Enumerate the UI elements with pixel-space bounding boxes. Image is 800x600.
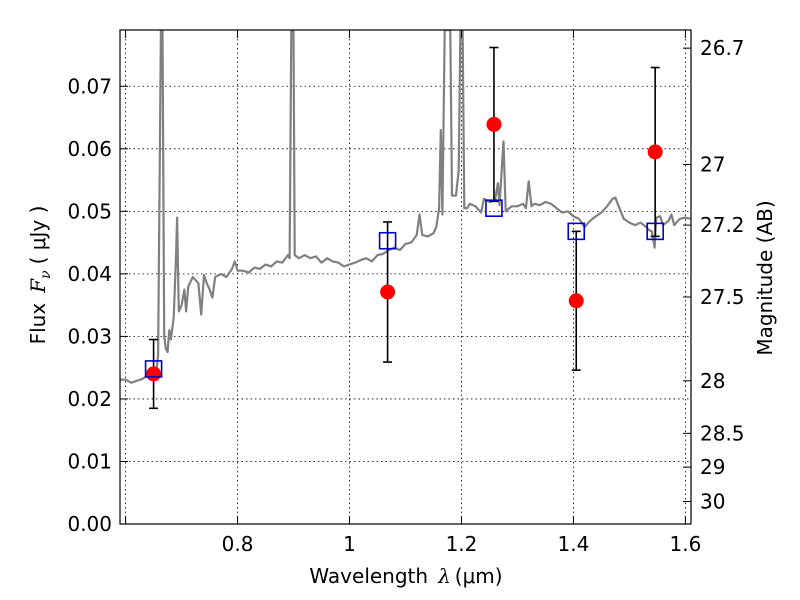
y2-tick-label: 29 [700,455,725,479]
y-tick-label: 0.02 [67,387,112,411]
y-tick-labels: 0.00 0.01 0.02 0.03 0.04 0.05 0.06 0.07 [67,74,112,536]
model-square [567,222,586,241]
model-square [144,360,163,378]
model-square [485,199,503,218]
model-squares [144,199,664,378]
y-axis-symbol: F [26,278,50,294]
observed-point [146,366,162,382]
observed-points [146,116,663,382]
y-tick-label: 0.01 [67,449,112,473]
y-axis-unit: ( μJy ) [26,206,50,265]
model-square [646,222,664,241]
y2-tick-labels: 26.7 27 27.2 27.5 28 28.5 29 30 [700,36,745,513]
y2-tick-label: 27 [700,152,725,176]
y2-tick-label: 26.7 [700,36,745,60]
y2-axis-title: Magnitude (AB) [753,200,777,355]
y-tick-label: 0.05 [67,199,112,223]
x-axis-symbol: λ [437,564,451,588]
x-tick-labels: 0.8 1 1.2 1.4 1.6 [222,532,702,556]
y-tick-label: 0.00 [67,512,112,536]
error-bars [149,46,660,410]
y-axis-subscript: ν [38,270,54,279]
observed-point [380,284,396,300]
x-tick-label: 0.8 [222,532,254,556]
y-tick-label: 0.07 [67,74,112,98]
x-axis-title: Wavelength λ (μm) [309,564,502,588]
y-axis-label: Flux [26,303,50,345]
observed-point [647,144,663,160]
x-axis-label: Wavelength [309,564,428,588]
x-tick-label: 1 [343,532,356,556]
axis-ticks [120,30,691,525]
observed-point [486,116,502,132]
plot-frame [119,29,692,525]
y-axis-title: Flux Fν ( μJy ) [26,206,54,345]
x-tick-label: 1.6 [669,532,701,556]
x-tick-label: 1.4 [558,532,590,556]
y2-tick-label: 27.2 [700,213,745,237]
y-tick-label: 0.06 [67,137,112,161]
y-tick-label: 0.04 [67,262,112,286]
y2-tick-label: 28 [700,369,725,393]
y-tick-label: 0.03 [67,324,112,348]
y2-tick-label: 28.5 [700,421,745,445]
spectrum-line [120,30,691,384]
grid [120,30,691,524]
y2-tick-label: 27.5 [700,285,745,309]
x-tick-label: 1.2 [446,532,478,556]
observed-point [568,293,584,309]
model-square [378,231,397,250]
x-axis-unit: (μm) [455,564,503,588]
y2-tick-label: 30 [700,489,725,513]
